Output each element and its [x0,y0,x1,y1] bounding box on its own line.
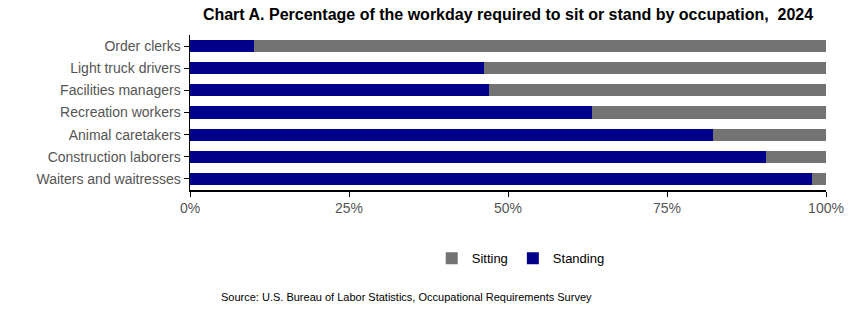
svg-text:25%: 25% [335,200,363,216]
svg-text:Chart A. Percentage of the wor: Chart A. Percentage of the workday requi… [203,6,813,23]
svg-text:Source: U.S. Bureau of Labor S: Source: U.S. Bureau of Labor Statistics,… [221,291,592,303]
svg-text:Order clerks: Order clerks [104,38,180,54]
svg-text:Light truck drivers: Light truck drivers [70,60,180,76]
svg-text:Construction laborers: Construction laborers [48,149,181,165]
svg-text:Recreation workers: Recreation workers [60,104,181,120]
svg-text:Waiters and waitresses: Waiters and waitresses [36,171,180,187]
svg-text:Standing: Standing [553,251,604,266]
svg-text:Sitting: Sitting [472,251,508,266]
svg-text:Animal caretakers: Animal caretakers [69,127,181,143]
svg-text:Facilities managers: Facilities managers [60,82,181,98]
svg-text:100%: 100% [808,200,844,216]
svg-text:0%: 0% [180,200,200,216]
svg-text:50%: 50% [494,200,522,216]
svg-text:75%: 75% [653,200,681,216]
